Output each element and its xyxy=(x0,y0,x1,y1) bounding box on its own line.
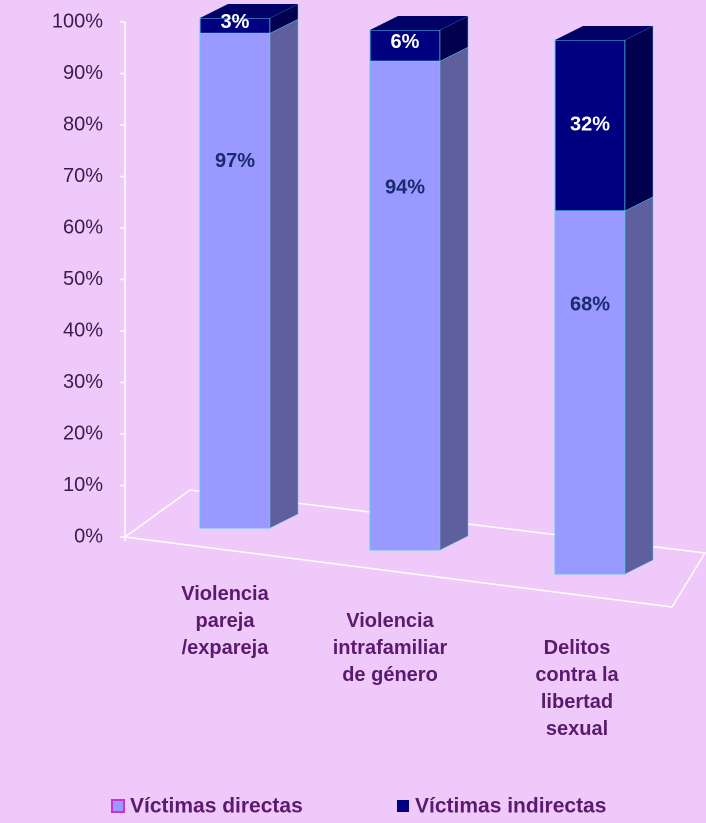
bar-segment xyxy=(554,25,654,212)
x-tick-label: Violencia pareja/expareja xyxy=(181,583,269,659)
legend-label: Víctimas directas xyxy=(130,795,303,818)
x-tick-label-line: /expareja xyxy=(182,637,270,659)
floor-front xyxy=(124,536,673,608)
x-tick-label-line: Violencia xyxy=(346,610,434,632)
bar-front xyxy=(554,39,626,212)
y-tick-label: 70% xyxy=(63,165,103,187)
y-tick-label: 50% xyxy=(63,268,103,290)
x-tick-label-line: contra la xyxy=(535,664,619,686)
x-tick-label-line: Violencia xyxy=(181,583,269,605)
value-label: 94% xyxy=(385,177,425,199)
y-tick-label: 10% xyxy=(63,474,103,496)
bar-top xyxy=(200,4,298,18)
x-tick-label-line: pareja xyxy=(196,610,256,632)
bar-top xyxy=(370,16,468,30)
bar-front xyxy=(199,32,271,529)
bar-front xyxy=(554,210,626,575)
bar-front xyxy=(369,60,441,551)
bar-segment xyxy=(369,15,469,62)
x-tick-label-line: libertad xyxy=(541,691,613,713)
x-tick-label: Delitos contra la libertad sexual xyxy=(535,637,619,740)
y-tick-label: 20% xyxy=(63,422,103,444)
x-tick-label-line: sexual xyxy=(546,718,608,740)
y-tick-label: 0% xyxy=(74,525,103,547)
value-label: 32% xyxy=(570,114,610,136)
bar-side xyxy=(269,18,299,529)
x-tick-label-line: intrafamiliar xyxy=(333,637,448,659)
bar-segment xyxy=(554,196,654,575)
x-tick-label: Violencia intrafamiliar de género xyxy=(333,610,448,686)
bar-side xyxy=(624,25,654,212)
y-tick-label: 80% xyxy=(63,113,103,135)
y-tick-label: 100% xyxy=(52,10,103,32)
value-label: 3% xyxy=(221,11,250,33)
bar-segment xyxy=(199,3,299,34)
value-label: 6% xyxy=(391,31,420,53)
x-tick-label-line: de género xyxy=(342,664,438,686)
legend-label: Víctimas indirectas xyxy=(415,795,606,818)
value-label: 97% xyxy=(215,150,255,172)
bar-top xyxy=(555,26,653,40)
y-tick-label: 90% xyxy=(63,62,103,84)
legend-swatch xyxy=(111,799,125,813)
x-tick-label-line: Delitos xyxy=(544,637,611,659)
bar-segment xyxy=(199,18,299,529)
bar-side xyxy=(624,196,654,575)
value-label: 68% xyxy=(570,294,610,316)
y-tick-label: 40% xyxy=(63,319,103,341)
bar-side xyxy=(439,46,469,551)
legend-swatch xyxy=(397,800,409,812)
y-tick-label: 30% xyxy=(63,371,103,393)
y-tick-label: 60% xyxy=(63,216,103,238)
bar-segment xyxy=(369,46,469,551)
